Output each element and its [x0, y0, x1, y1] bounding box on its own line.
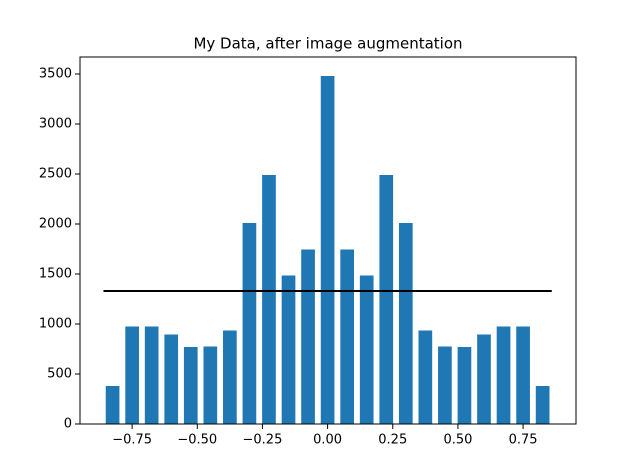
bar	[496, 326, 511, 424]
bar	[535, 386, 550, 424]
y-tick-label: 0	[64, 417, 72, 432]
bar	[359, 275, 374, 424]
chart-title: My Data, after image augmentation	[193, 35, 462, 53]
bar	[457, 347, 472, 424]
bar	[262, 175, 276, 424]
x-tick-label: 0.00	[313, 433, 342, 448]
x-tick-label: −0.50	[177, 433, 217, 448]
bar	[242, 223, 257, 424]
bar	[203, 346, 218, 424]
bar	[438, 346, 452, 424]
bar	[398, 223, 413, 424]
bar	[164, 334, 179, 424]
bar	[223, 330, 237, 424]
x-tick-label: −0.75	[112, 433, 152, 448]
bar	[340, 249, 354, 424]
bar	[144, 326, 159, 424]
y-tick-label: 500	[47, 367, 72, 382]
y-tick-label: 1000	[39, 317, 72, 332]
bar	[477, 334, 491, 424]
x-tick-label: 0.75	[509, 433, 538, 448]
bar	[516, 326, 530, 424]
bar	[418, 330, 433, 424]
y-tick-label: 3000	[39, 117, 72, 132]
y-tick-label: 2000	[39, 217, 72, 232]
y-tick-label: 3500	[39, 67, 72, 82]
x-tick-label: 0.50	[443, 433, 472, 448]
bar	[183, 347, 198, 424]
bar	[105, 386, 120, 424]
y-tick-label: 2500	[39, 167, 72, 182]
x-tick-label: −0.25	[243, 433, 283, 448]
x-tick-label: 0.25	[378, 433, 407, 448]
bar	[320, 76, 335, 424]
y-tick-label: 1500	[39, 267, 72, 282]
bar	[301, 249, 315, 424]
bar	[281, 275, 296, 424]
bar	[125, 326, 139, 424]
bar	[379, 175, 394, 424]
